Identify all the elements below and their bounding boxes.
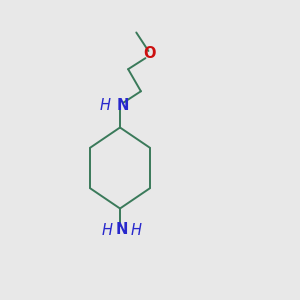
Text: H: H <box>131 223 142 238</box>
Text: N: N <box>116 222 128 237</box>
Text: O: O <box>143 46 155 61</box>
Text: N: N <box>116 98 129 113</box>
Text: H: H <box>100 98 111 113</box>
Text: H: H <box>102 223 113 238</box>
